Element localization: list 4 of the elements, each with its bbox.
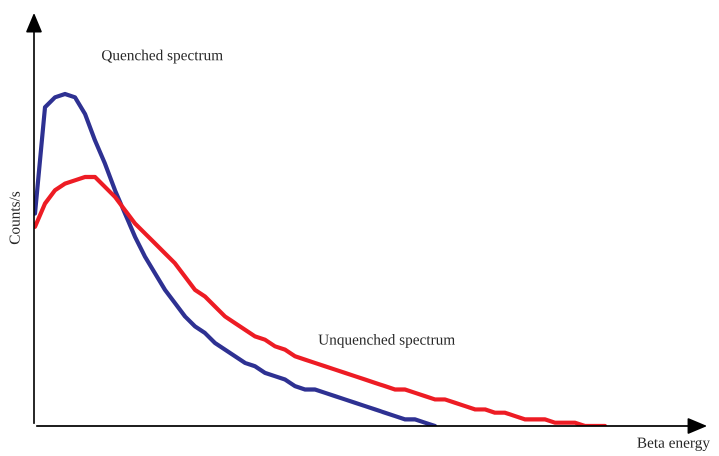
x-axis-title: Beta energy <box>637 438 710 451</box>
y-axis-title: Counts/s <box>10 192 20 244</box>
series-label: Unquenched spectrum <box>318 334 455 348</box>
text: Quenched spectrum <box>102 50 223 64</box>
